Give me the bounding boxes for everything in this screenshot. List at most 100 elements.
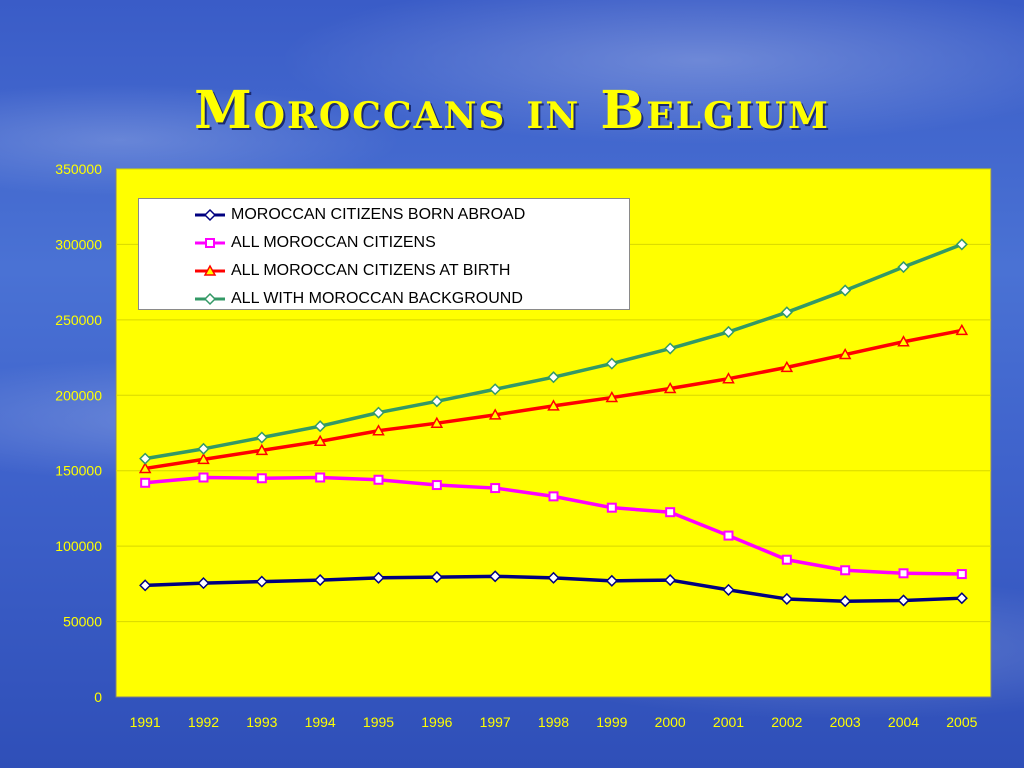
data-point [431,480,442,491]
data-point [373,474,384,485]
x-tick-label: 2003 [830,714,861,730]
data-point [840,565,851,576]
data-point [898,568,909,579]
data-point [255,575,268,588]
data-point [372,424,385,436]
data-point [255,443,269,456]
data-point [197,442,210,455]
data-point [140,477,151,488]
data-point [839,284,852,297]
data-point [139,579,152,592]
data-point [372,571,385,584]
data-point [490,483,501,494]
data-point [780,360,794,373]
data-point [489,383,502,396]
data-point [548,491,559,502]
x-tick-label: 1995 [363,714,394,730]
data-point [313,434,327,447]
x-tick-label: 1999 [596,714,627,730]
data-point [722,325,735,338]
y-tick-label: 250000 [55,312,102,328]
data-point [430,395,443,408]
data-point [255,431,268,444]
data-point [723,530,734,541]
data-point [488,408,502,420]
data-point [605,574,618,587]
x-tick-label: 1992 [188,714,219,730]
x-tick-label: 2000 [655,714,686,730]
x-tick-label: 1993 [246,714,277,730]
legend-label: MOROCCAN CITIZENS BORN ABROAD [231,206,526,223]
data-point [664,574,677,587]
data-point [722,583,735,596]
data-point [547,571,560,584]
data-point [780,306,793,319]
legend-label: ALL WITH MOROCCAN BACKGROUND [231,290,523,307]
data-point [955,592,968,605]
data-point [315,472,326,483]
data-point [314,420,327,433]
legend-item: MOROCCAN CITIZENS BORN ABROAD [195,201,525,229]
data-point [489,570,502,583]
data-point [722,372,735,384]
data-point [606,502,617,513]
data-point [838,348,852,360]
data-point [430,571,443,584]
y-tick-label: 200000 [55,387,102,403]
legend-marker [205,238,215,248]
data-point [956,569,967,580]
legend-marker [203,208,217,222]
legend-item: ALL MOROCCAN CITIZENS AT BIRTH [195,257,510,285]
legend-swatch [195,238,225,248]
data-point [897,260,910,274]
data-point [897,594,910,607]
slide-title: Moroccans in Belgium [194,80,830,141]
data-point [138,461,152,474]
data-point [139,452,152,465]
legend-swatch [195,264,225,276]
y-tick-label: 350000 [55,161,102,177]
x-tick-label: 1998 [538,714,569,730]
x-tick-label: 2005 [946,714,977,730]
data-point [781,554,792,565]
legend-item: ALL WITH MOROCCAN BACKGROUND [195,285,523,313]
chart-legend: MOROCCAN CITIZENS BORN ABROAD ALL MOROCCA… [138,198,630,310]
legend-marker [203,264,217,276]
legend-swatch [195,208,225,222]
legend-item: ALL MOROCCAN CITIZENS [195,229,436,257]
legend-label: ALL MOROCCAN CITIZENS [231,234,436,251]
x-tick-label: 1994 [305,714,336,730]
data-point [198,472,209,483]
data-point [665,507,676,518]
y-tick-label: 50000 [63,614,102,630]
x-tick-label: 1996 [421,714,452,730]
data-point [605,357,618,370]
data-point [664,342,677,355]
data-point [955,323,969,336]
x-tick-label: 1997 [480,714,511,730]
legend-label: ALL MOROCCAN CITIZENS AT BIRTH [231,262,511,279]
legend-marker [203,292,217,306]
y-tick-label: 300000 [55,236,102,252]
y-tick-label: 100000 [55,538,102,554]
x-tick-label: 2004 [888,714,919,730]
data-point [372,406,385,419]
data-point [663,381,677,394]
x-tick-label: 2001 [713,714,744,730]
data-point [547,371,560,384]
x-tick-label: 1991 [130,714,161,730]
data-point [256,473,267,484]
y-tick-label: 150000 [55,463,102,479]
data-point [197,452,210,465]
data-point [780,592,793,606]
data-point [314,574,327,587]
y-tick-label: 0 [94,689,102,705]
data-point [897,335,910,347]
x-tick-label: 2002 [771,714,802,730]
data-point [955,238,968,251]
legend-swatch [195,292,225,306]
data-point [430,416,444,428]
data-point [197,577,210,590]
data-point [839,595,852,608]
